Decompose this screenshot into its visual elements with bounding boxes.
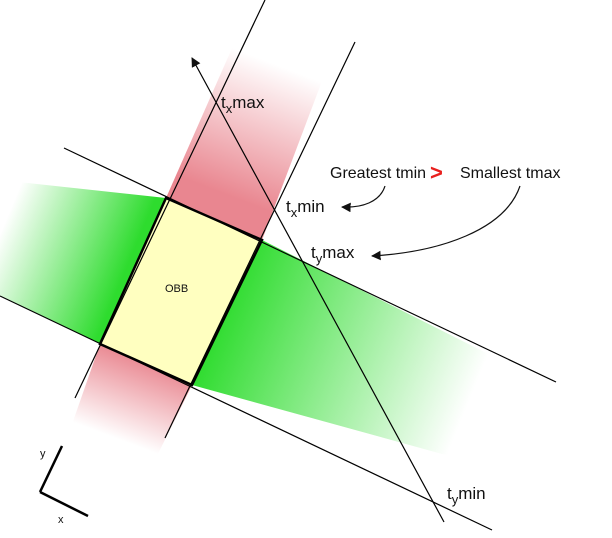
pointer-arrow-tmax	[371, 185, 521, 261]
smallest-tmax-caption: Smallest tmax	[460, 165, 560, 182]
x-slab-top-region	[166, 30, 330, 240]
axis-y-label: y	[40, 448, 46, 460]
obb-label: OBB	[165, 283, 188, 295]
y-slab-left-region	[0, 180, 166, 344]
ty-min-line	[0, 295, 493, 531]
comparator-symbol: >	[430, 160, 443, 185]
ty-min-label: tymin	[447, 484, 486, 507]
axis-x-label: x	[58, 514, 64, 526]
pointer-arrow-tmin	[341, 185, 386, 213]
tx-max-label: txmax	[221, 93, 265, 116]
ray-line	[191, 57, 445, 523]
greatest-tmin-caption: Greatest tmin	[330, 165, 426, 182]
axis-y-line	[38, 445, 64, 493]
obb-box	[98, 196, 264, 387]
ty-max-label: tymax	[311, 243, 355, 266]
axis-x-line	[39, 490, 89, 518]
axes-indicator: y x	[38, 445, 89, 526]
tx-max-line	[164, 41, 356, 439]
tx-min-label: txmin	[286, 197, 325, 220]
ty-max-line	[63, 147, 557, 383]
y-slab	[0, 180, 520, 470]
y-slab-right-region	[192, 240, 520, 470]
x-slab	[70, 30, 330, 470]
x-slab-bottom-region	[70, 344, 192, 470]
